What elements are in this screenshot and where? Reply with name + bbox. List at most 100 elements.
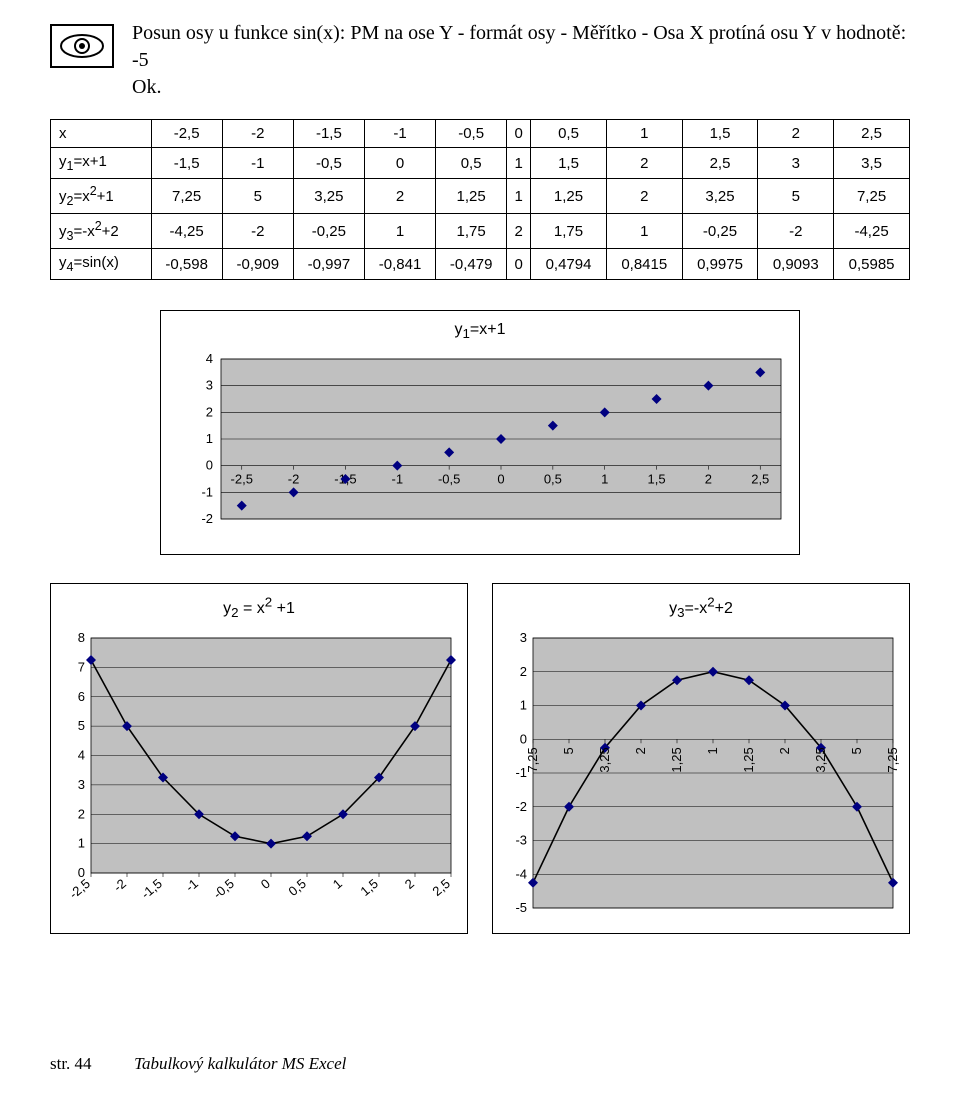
svg-text:0,5: 0,5 <box>285 876 308 899</box>
svg-text:2: 2 <box>402 876 417 892</box>
svg-text:-2: -2 <box>515 798 527 813</box>
table-cell: 1 <box>507 148 531 179</box>
table-header-cell: -0,5 <box>436 120 507 148</box>
svg-text:8: 8 <box>78 630 85 645</box>
svg-text:2,5: 2,5 <box>429 876 452 899</box>
svg-text:2: 2 <box>78 806 85 821</box>
svg-text:3: 3 <box>78 777 85 792</box>
table-cell: 2 <box>606 148 682 179</box>
chart3-svg: -5-4-3-2-101237,2553,2521,2511,2523,2557… <box>493 628 911 928</box>
table-cell: 2 <box>364 179 435 214</box>
table-cell: 1 <box>364 214 435 249</box>
svg-text:6: 6 <box>78 688 85 703</box>
table-cell: 2 <box>606 179 682 214</box>
data-table: x-2,5-2-1,5-1-0,500,511,522,5 y1=x+1-1,5… <box>50 119 910 280</box>
svg-text:-1: -1 <box>392 472 404 487</box>
table-cell: 1 <box>507 179 531 214</box>
svg-text:-2: -2 <box>201 511 213 526</box>
svg-text:2,5: 2,5 <box>751 472 769 487</box>
chart1-title: y1=x+1 <box>161 311 799 349</box>
table-cell: y2=x2+1 <box>51 179 152 214</box>
table-header-cell: x <box>51 120 152 148</box>
table-cell: 7,25 <box>151 179 222 214</box>
svg-text:7,25: 7,25 <box>885 747 900 772</box>
svg-text:5: 5 <box>561 747 576 754</box>
table-cell: 3,25 <box>682 179 758 214</box>
svg-text:2: 2 <box>705 472 712 487</box>
table-cell: -0,479 <box>436 249 507 280</box>
table-cell: 0,4794 <box>531 249 607 280</box>
table-cell: 0,9093 <box>758 249 834 280</box>
svg-text:1: 1 <box>705 747 720 754</box>
svg-text:-2,5: -2,5 <box>231 472 253 487</box>
table-cell: 5 <box>222 179 293 214</box>
table-cell: 2,5 <box>682 148 758 179</box>
svg-text:1,25: 1,25 <box>741 747 756 772</box>
svg-text:-2: -2 <box>110 876 128 895</box>
chart-y3: y3=-x2+2 -5-4-3-2-101237,2553,2521,2511,… <box>492 583 910 934</box>
svg-text:4: 4 <box>206 351 213 366</box>
svg-text:-2: -2 <box>288 472 300 487</box>
table-cell: 3,5 <box>834 148 910 179</box>
table-cell: -2 <box>758 214 834 249</box>
svg-text:1: 1 <box>601 472 608 487</box>
table-cell: -1,5 <box>151 148 222 179</box>
table-cell: 1,75 <box>531 214 607 249</box>
table-cell: -2 <box>222 214 293 249</box>
chart2-title: y2 = x2 +1 <box>51 584 467 628</box>
table-header-cell: 0,5 <box>531 120 607 148</box>
footer-title: Tabulkový kalkulátor MS Excel <box>134 1054 346 1073</box>
svg-text:0: 0 <box>258 876 273 892</box>
chart3-title: y3=-x2+2 <box>493 584 909 628</box>
table-cell: y4=sin(x) <box>51 249 152 280</box>
svg-text:1: 1 <box>78 835 85 850</box>
svg-text:5: 5 <box>849 747 864 754</box>
svg-text:0: 0 <box>497 472 504 487</box>
table-cell: -0,25 <box>293 214 364 249</box>
svg-text:-4: -4 <box>515 866 527 881</box>
intro-line2: Ok. <box>132 76 161 98</box>
table-cell: 1,25 <box>436 179 507 214</box>
eye-icon <box>59 32 105 60</box>
table-cell: 7,25 <box>834 179 910 214</box>
table-cell: 0,8415 <box>606 249 682 280</box>
table-header-cell: 1,5 <box>682 120 758 148</box>
svg-text:-0,5: -0,5 <box>210 876 237 902</box>
svg-text:-1: -1 <box>201 485 213 500</box>
table-header-cell: 2,5 <box>834 120 910 148</box>
table-cell: 1,75 <box>436 214 507 249</box>
table-cell: 0 <box>364 148 435 179</box>
svg-text:-0,5: -0,5 <box>438 472 460 487</box>
svg-text:0: 0 <box>520 731 527 746</box>
table-cell: 3,25 <box>293 179 364 214</box>
table-header-cell: -2,5 <box>151 120 222 148</box>
table-header-cell: -1,5 <box>293 120 364 148</box>
table-cell: 0,5 <box>436 148 507 179</box>
table-cell: 5 <box>758 179 834 214</box>
svg-text:-2,5: -2,5 <box>66 876 93 902</box>
table-header-cell: 0 <box>507 120 531 148</box>
svg-text:4: 4 <box>78 747 85 762</box>
svg-text:-3: -3 <box>515 832 527 847</box>
svg-text:7: 7 <box>78 659 85 674</box>
svg-text:0,5: 0,5 <box>544 472 562 487</box>
svg-text:2: 2 <box>520 663 527 678</box>
intro-text: Posun osy u funkce sin(x): PM na ose Y -… <box>132 20 910 101</box>
table-cell: -1 <box>222 148 293 179</box>
svg-text:0: 0 <box>206 458 213 473</box>
svg-text:1: 1 <box>206 431 213 446</box>
svg-text:3,25: 3,25 <box>813 747 828 772</box>
table-cell: y1=x+1 <box>51 148 152 179</box>
svg-text:1,5: 1,5 <box>357 876 380 899</box>
table-cell: 0,5985 <box>834 249 910 280</box>
svg-text:3: 3 <box>520 630 527 645</box>
eye-icon-box <box>50 24 114 68</box>
svg-text:3,25: 3,25 <box>597 747 612 772</box>
table-cell: -4,25 <box>834 214 910 249</box>
svg-text:7,25: 7,25 <box>525 747 540 772</box>
svg-text:2: 2 <box>633 747 648 754</box>
table-header-cell: -1 <box>364 120 435 148</box>
svg-text:1: 1 <box>520 697 527 712</box>
table-cell: 0 <box>507 249 531 280</box>
chart-y2: y2 = x2 +1 012345678-2,5-2-1,5-1-0,500,5… <box>50 583 468 934</box>
